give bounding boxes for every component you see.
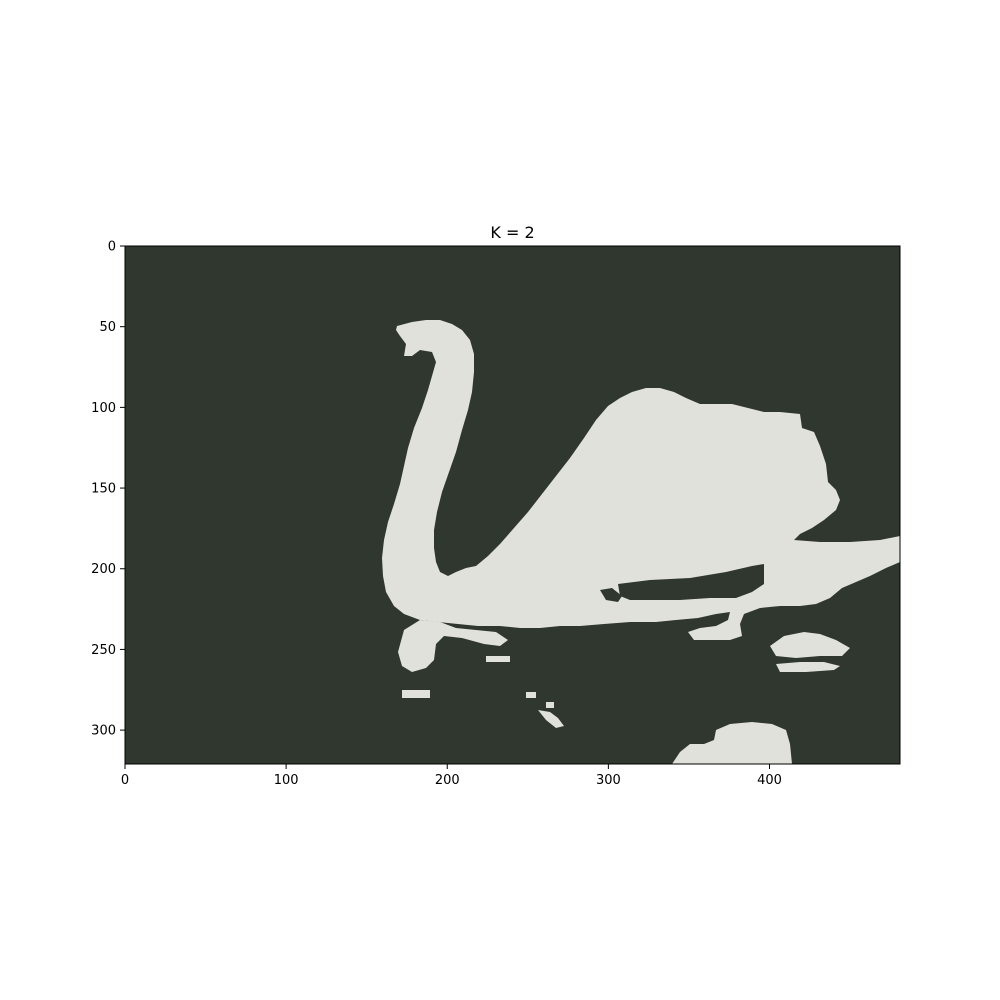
x-tick-label: 100	[274, 773, 299, 788]
y-tick-label: 100	[91, 401, 116, 416]
wing-gap	[618, 564, 764, 600]
plot-frame	[124, 245, 901, 765]
water-patch	[672, 722, 792, 764]
y-tick-label: 250	[91, 643, 116, 658]
reflection-fragment	[402, 690, 430, 698]
plot-area	[124, 245, 901, 765]
swan-silhouette	[382, 320, 900, 640]
foreground-cluster	[382, 320, 900, 764]
x-tick-label: 300	[596, 773, 621, 788]
y-tick-label: 0	[108, 240, 116, 255]
reflection-fragment	[538, 710, 564, 728]
chart-title: K = 2	[490, 223, 534, 242]
x-tick-label: 400	[757, 773, 782, 788]
y-tick-label: 200	[91, 562, 116, 577]
x-tick-label: 200	[435, 773, 460, 788]
y-tick-label: 150	[91, 482, 116, 497]
water-patch	[770, 632, 850, 658]
x-tick-label: 0	[121, 773, 129, 788]
reflection-fragment	[486, 656, 510, 662]
x-axis: 0 100 200 300 400	[121, 764, 782, 788]
wing-gap-small	[600, 588, 622, 602]
reflection-blob	[398, 620, 508, 672]
water-patch	[776, 662, 840, 672]
y-axis: 0 50 100 150 200 250 300	[91, 240, 125, 739]
reflection-fragment	[526, 692, 536, 698]
y-tick-label: 300	[91, 724, 116, 739]
reflection-fragment	[546, 702, 554, 708]
y-tick-label: 50	[99, 320, 116, 335]
